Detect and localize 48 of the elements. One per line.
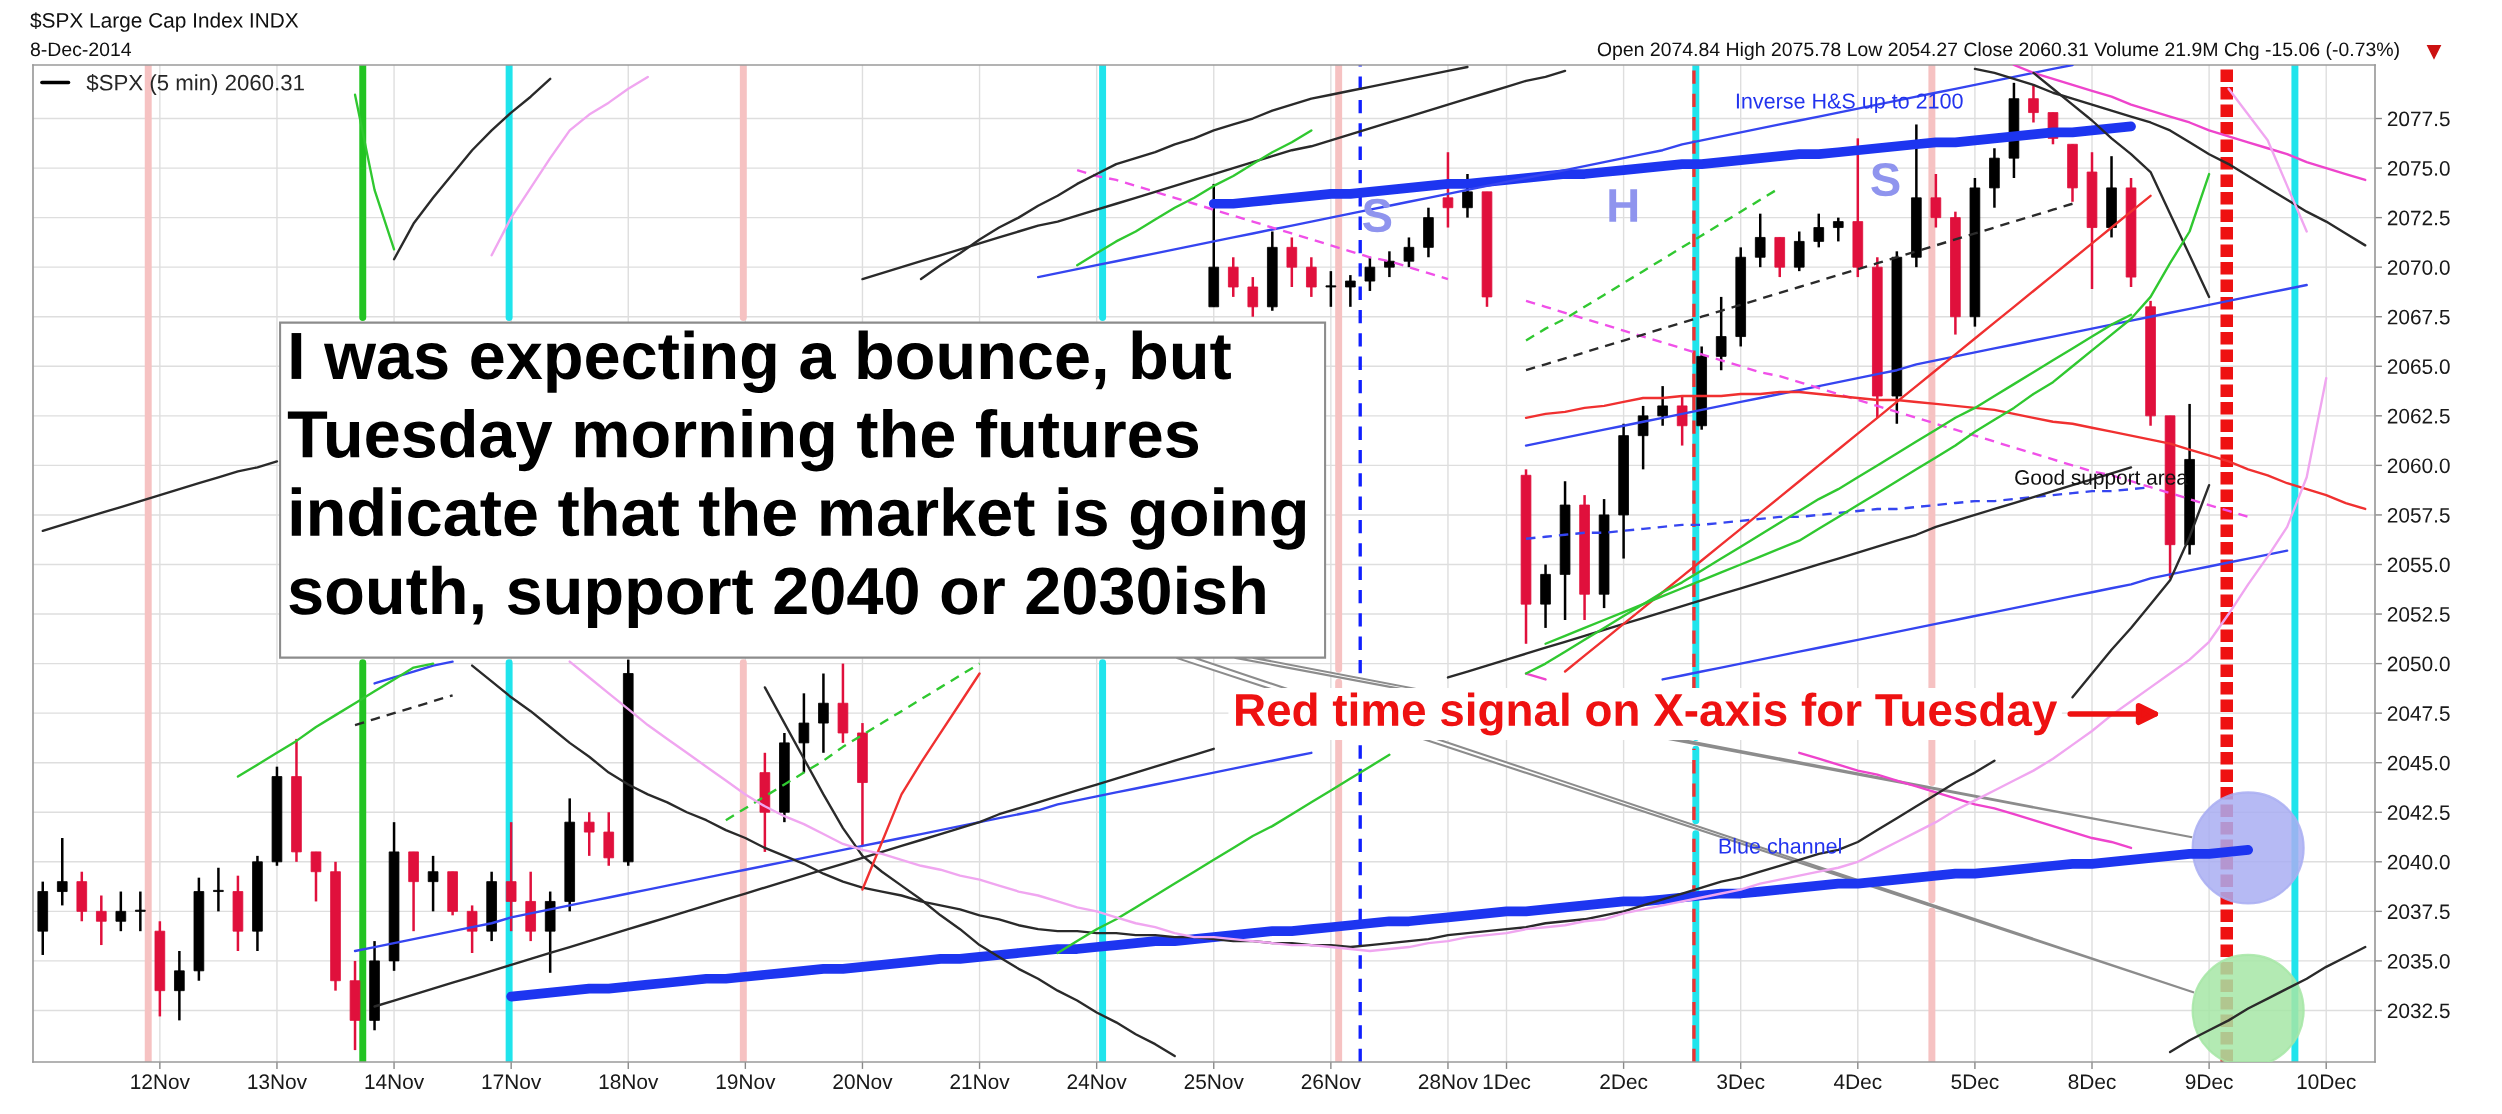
chart-subtitle: 8-Dec-2014 xyxy=(30,42,132,57)
y-tick-label: 2052.5 xyxy=(2387,607,2450,622)
y-tick-label: 2050.0 xyxy=(2387,656,2450,672)
x-tick-label: 20Nov xyxy=(833,1074,893,1090)
y-tick-label: 2072.5 xyxy=(2387,210,2450,226)
x-tick-label: 12Nov xyxy=(131,1074,190,1090)
y-tick-label: 2065.0 xyxy=(2387,359,2450,375)
y-tick-label: 2042.5 xyxy=(2387,805,2450,821)
x-tick-label: 4Dec xyxy=(1833,1074,1882,1090)
x-tick-label: 5Dec xyxy=(1951,1074,1999,1090)
y-tick-label: 2047.5 xyxy=(2387,706,2450,721)
y-tick-label: 2037.5 xyxy=(2387,904,2450,920)
y-tick-label: 2067.5 xyxy=(2387,309,2450,325)
x-tick-label: 14Nov xyxy=(365,1074,425,1090)
text: Open 2074.84 High 2075.78 Low 2054.27 Close 2060.31 Volume 21.9M Chg -15.06 (-0.73%) xyxy=(1597,41,2399,61)
x-tick-label: 13Nov xyxy=(248,1074,307,1090)
y-tick-label: 2032.5 xyxy=(2387,1003,2450,1019)
x-tick-label: 3Dec xyxy=(1717,1074,1765,1090)
x-tick-label: 8Dec xyxy=(2068,1074,2116,1090)
annotation: Blue channel xyxy=(1719,837,1841,854)
y-tick-label: 2057.5 xyxy=(2387,507,2450,523)
x-tick-label: 28Nov xyxy=(1418,1074,1478,1090)
x-tick-label: 10Dec xyxy=(2297,1074,2356,1090)
x-tick-label: 1Dec xyxy=(1483,1074,1531,1090)
x-tick-label: 25Nov xyxy=(1184,1074,1244,1090)
y-tick-label: 2035.0 xyxy=(2387,953,2450,969)
x-tick-label: 17Nov xyxy=(482,1074,542,1090)
legend-label: $SPX (5 min) 2060.31 xyxy=(86,73,304,95)
y-tick-label: 2062.5 xyxy=(2387,408,2450,424)
y-tick-label: 2045.0 xyxy=(2387,755,2450,771)
annotation: S xyxy=(1871,162,1900,197)
y-tick-label: 2055.0 xyxy=(2387,557,2450,573)
annotation: Red time signal on X-axis for Tuesday xyxy=(1236,692,2058,736)
x-tick-label: 9Dec xyxy=(2185,1074,2233,1090)
x-tick-label: 19Nov xyxy=(716,1074,776,1090)
chart-title: $SPX Large Cap Index INDX xyxy=(30,12,299,32)
annotation: H xyxy=(1609,189,1638,222)
annotation: I was expecting a bounce, but Tuesday morning the futures indicate that the market is going south, support 2040 or 2030ish xyxy=(287,330,1306,628)
y-tick-label: 2060.0 xyxy=(2387,458,2450,474)
x-tick-label: 2Dec xyxy=(1600,1074,1648,1090)
y-tick-label: 2040.0 xyxy=(2387,854,2450,870)
y-tick-label: 2077.5 xyxy=(2387,111,2450,127)
x-tick-label: 18Nov xyxy=(599,1074,659,1090)
x-tick-label: 24Nov xyxy=(1067,1074,1127,1090)
y-tick-label: 2075.0 xyxy=(2387,161,2450,176)
y-tick-label: 2070.0 xyxy=(2387,260,2450,275)
x-tick-label: 26Nov xyxy=(1301,1074,1361,1090)
x-tick-label: 21Nov xyxy=(950,1074,1010,1090)
